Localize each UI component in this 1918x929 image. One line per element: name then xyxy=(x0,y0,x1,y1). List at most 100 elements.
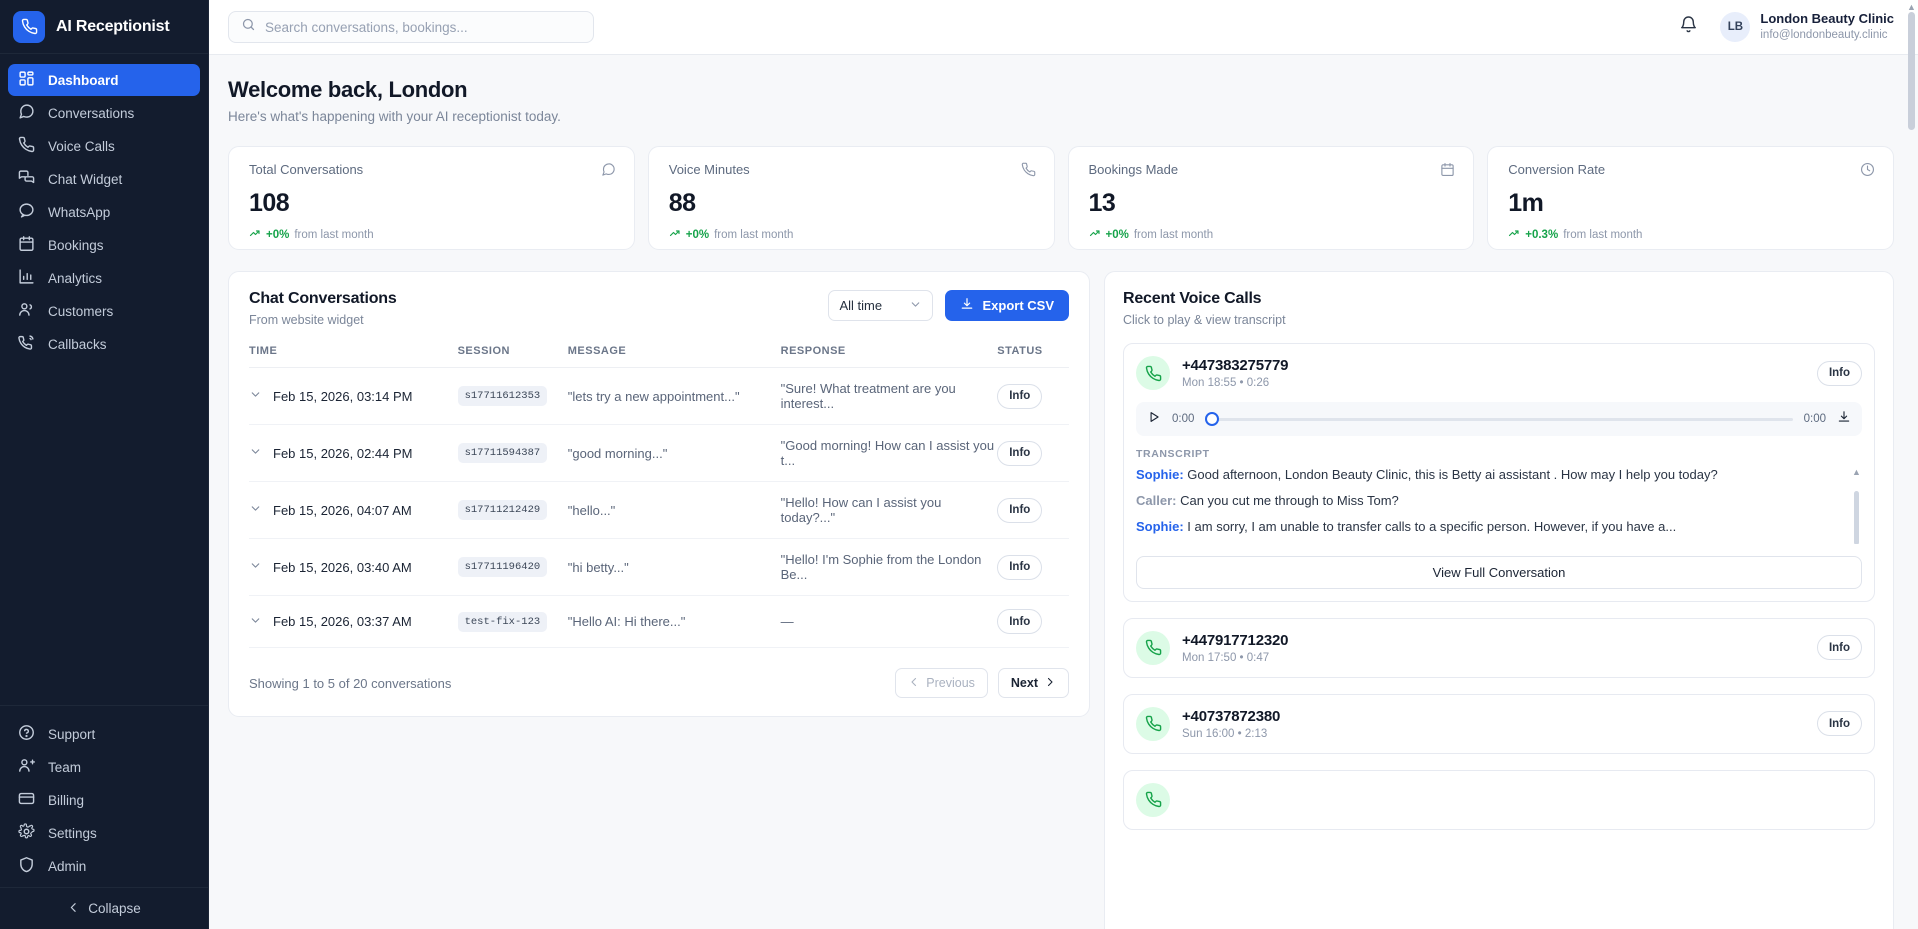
sidebar-item-dashboard[interactable]: Dashboard xyxy=(8,64,200,96)
voice-call-info-button[interactable]: Info xyxy=(1817,711,1862,737)
transcript-label: TRANSCRIPT xyxy=(1136,448,1210,460)
transcript-scrollbar[interactable]: ▲ ▼ xyxy=(1851,466,1862,544)
expand-row-chevron-icon[interactable] xyxy=(249,559,262,575)
audio-player[interactable]: 0:00 0:00 xyxy=(1136,402,1862,436)
stat-delta: +0% from last month xyxy=(1089,227,1456,242)
next-page-button[interactable]: Next xyxy=(997,668,1069,698)
sidebar-item-bookings[interactable]: Bookings xyxy=(8,229,200,261)
phone-icon xyxy=(1136,782,1170,817)
trend-up-icon xyxy=(669,227,681,242)
search-icon xyxy=(241,17,256,37)
stat-delta: +0% from last month xyxy=(249,227,616,242)
row-session: s17711196420 xyxy=(457,557,548,577)
export-csv-button[interactable]: Export CSV xyxy=(945,290,1069,321)
voice-call-info-button[interactable]: Info xyxy=(1817,360,1862,386)
row-info-button[interactable]: Info xyxy=(997,440,1043,466)
row-info-button[interactable]: Info xyxy=(997,609,1043,634)
account-menu[interactable]: LB London Beauty Clinic info@londonbeaut… xyxy=(1720,10,1894,43)
transcript-scroll-thumb[interactable] xyxy=(1854,491,1859,544)
sidebar-item-whatsapp[interactable]: WhatsApp xyxy=(8,196,200,228)
row-response: "Good morning! How can I assist you t... xyxy=(780,424,998,482)
previous-page-button[interactable]: Previous xyxy=(895,668,988,698)
search-input-wrapper[interactable] xyxy=(228,11,594,43)
time-range-value: All time xyxy=(839,298,883,313)
row-info-button[interactable]: Info xyxy=(997,383,1043,409)
row-info-button[interactable]: Info xyxy=(997,554,1043,580)
page-scrollbar[interactable]: ▲ xyxy=(1907,2,1916,927)
user-plus-icon xyxy=(18,757,36,777)
brand-name: AI Receptionist xyxy=(56,17,170,35)
table-row[interactable]: Feb 15, 2026, 04:07 AM s17711212429 "hel… xyxy=(249,481,1069,539)
voice-call-card[interactable]: +40737872380 Sun 16:00 • 2:13 Info xyxy=(1123,693,1875,754)
previous-page-label: Previous xyxy=(926,676,975,690)
search-input[interactable] xyxy=(265,19,581,35)
audio-progress-knob[interactable] xyxy=(1205,412,1220,426)
transcript-speaker: Sophie: xyxy=(1136,467,1184,482)
expand-row-chevron-icon[interactable] xyxy=(249,388,262,404)
stat-value: 108 xyxy=(249,189,290,217)
voice-panel-subtitle: Click to play & view transcript xyxy=(1123,313,1286,327)
row-time: Feb 15, 2026, 04:07 AM xyxy=(273,502,412,518)
users-icon xyxy=(18,301,35,321)
pagination: Previous Next xyxy=(895,668,1069,698)
calendar-icon xyxy=(18,235,35,255)
sidebar-item-analytics[interactable]: Analytics xyxy=(8,262,200,294)
voice-call-card[interactable]: +447383275779 Mon 18:55 • 0:26 Info 0:00… xyxy=(1123,343,1875,602)
scroll-up-icon[interactable]: ▲ xyxy=(1907,2,1916,12)
play-icon[interactable] xyxy=(1147,410,1161,429)
expand-row-chevron-icon[interactable] xyxy=(249,445,262,461)
page-scroll-thumb[interactable] xyxy=(1908,12,1915,130)
download-icon[interactable] xyxy=(1837,410,1851,429)
sidebar-item-admin[interactable]: Admin xyxy=(8,850,200,882)
sidebar-item-callbacks[interactable]: Callbacks xyxy=(8,328,200,360)
row-message: "good morning..." xyxy=(567,424,781,482)
row-session: s17711212429 xyxy=(457,500,548,520)
collapse-sidebar-button[interactable]: Collapse xyxy=(0,887,208,929)
topbar-right: LB London Beauty Clinic info@londonbeaut… xyxy=(1679,10,1894,43)
sidebar-item-chat-widget[interactable]: Chat Widget xyxy=(8,163,200,195)
sidebar-item-team[interactable]: Team xyxy=(8,751,200,783)
time-range-select[interactable]: All time xyxy=(828,290,934,321)
sidebar-item-billing[interactable]: Billing xyxy=(8,784,200,816)
expand-row-chevron-icon[interactable] xyxy=(249,502,262,518)
sidebar-item-conversations[interactable]: Conversations xyxy=(8,97,200,129)
stat-delta-value: +0% xyxy=(685,228,710,241)
audio-progress-slider[interactable] xyxy=(1205,412,1793,426)
bell-icon[interactable] xyxy=(1679,15,1698,39)
table-row[interactable]: Feb 15, 2026, 02:44 PM s17711594387 "goo… xyxy=(249,424,1069,482)
table-row[interactable]: Feb 15, 2026, 03:40 AM s17711196420 "hi … xyxy=(249,538,1069,596)
chat-bubble-icon xyxy=(601,162,616,182)
expand-row-chevron-icon[interactable] xyxy=(249,614,262,630)
row-message: "Hello AI: Hi there..." xyxy=(567,595,781,648)
voice-call-card-partial[interactable] xyxy=(1123,769,1875,830)
row-session: s17711594387 xyxy=(457,443,548,463)
sidebar-item-label: Billing xyxy=(48,792,85,808)
recent-voice-calls-panel: Recent Voice Calls Click to play & view … xyxy=(1104,271,1894,929)
voice-call-header xyxy=(1124,771,1874,829)
transcript-line: Sophie: Good afternoon, London Beauty Cl… xyxy=(1136,466,1846,485)
transcript-text: Good afternoon, London Beauty Clinic, th… xyxy=(1187,467,1718,482)
phone-icon xyxy=(13,10,45,43)
voice-panel-title: Recent Voice Calls xyxy=(1123,290,1262,307)
voice-call-card[interactable]: +447917712320 Mon 17:50 • 0:47 Info xyxy=(1123,617,1875,678)
sidebar-item-settings[interactable]: Settings xyxy=(8,817,200,849)
stat-delta-suffix: from last month xyxy=(1563,228,1643,241)
scroll-up-icon[interactable]: ▲ xyxy=(1852,467,1861,477)
transcript-text: Can you cut me through to Miss Tom? xyxy=(1180,492,1399,508)
trend-up-icon xyxy=(249,227,261,242)
sidebar-item-label: Callbacks xyxy=(48,336,107,352)
sidebar-item-customers[interactable]: Customers xyxy=(8,295,200,327)
stat-delta-suffix: from last month xyxy=(294,228,374,241)
phone-icon xyxy=(1136,356,1170,390)
view-full-conversation-button[interactable]: View Full Conversation xyxy=(1136,555,1862,589)
voice-call-info-button[interactable]: Info xyxy=(1817,635,1862,661)
sidebar-item-support[interactable]: Support xyxy=(8,718,200,750)
collapse-label: Collapse xyxy=(88,901,141,916)
chat-panel-title: Chat Conversations xyxy=(249,290,397,307)
table-row[interactable]: Feb 15, 2026, 03:14 PM s17711612353 "let… xyxy=(249,367,1069,425)
sidebar-item-label: Chat Widget xyxy=(48,171,123,187)
row-info-button[interactable]: Info xyxy=(997,497,1043,523)
table-row[interactable]: Feb 15, 2026, 03:37 AM test-fix-123 "Hel… xyxy=(249,595,1069,648)
chat-conversations-table: TIME SESSION MESSAGE RESPONSE STATUS Feb… xyxy=(249,345,1069,648)
sidebar-item-voice-calls[interactable]: Voice Calls xyxy=(8,130,200,162)
